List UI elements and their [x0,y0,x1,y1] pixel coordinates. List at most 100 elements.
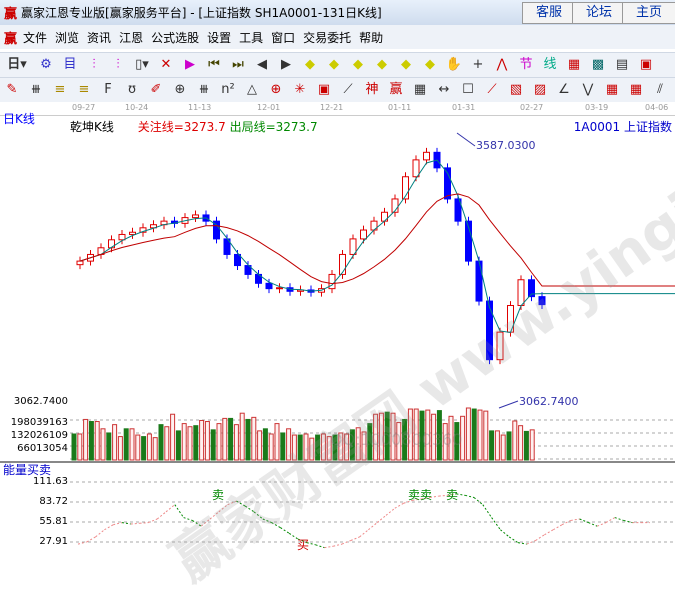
restore-icon[interactable]: ✕ [160,57,172,72]
calculator-icon[interactable]: ▩ [591,57,605,72]
square-grid-icon[interactable]: ▦ [605,82,619,97]
angle2-icon[interactable]: ∠ [558,82,570,97]
square-grid2-icon[interactable]: ▦ [629,82,643,97]
energy-segment [121,522,131,525]
period-dropdown[interactable]: 日▾ [7,57,27,72]
candle [412,155,420,182]
forum-button[interactable]: 论坛 [572,2,626,24]
section-icon[interactable]: 节 [519,57,533,72]
sell-signal: 卖 [212,488,225,502]
calendar-icon[interactable]: ▦ [567,57,581,72]
line-icon[interactable]: ⋀ [496,57,508,72]
angle-icon[interactable]: ⟋ [343,82,353,97]
flag-icon[interactable]: ▶ [185,57,195,72]
triangle-icon[interactable]: △ [247,82,257,97]
star-icon[interactable]: ✳ [294,82,306,97]
menu-news[interactable]: 资讯 [87,30,112,45]
spiral-icon[interactable]: ʊ [127,82,137,97]
volume-bar [378,412,384,461]
square-icon[interactable]: ▣ [317,82,331,97]
volume-bar [228,417,234,461]
gann-grid-icon[interactable]: ▨ [533,82,547,97]
energy-segment [544,529,554,536]
home-button[interactable]: 主页 [622,2,675,24]
gann-box-icon[interactable]: ▧ [509,82,523,97]
menu-browse[interactable]: 浏览 [55,30,80,45]
doc-icon[interactable]: ▤ [615,57,629,72]
zoom-out-icon[interactable]: ◆ [377,57,387,72]
indicator3-icon[interactable]: ⫶ [92,57,96,72]
energy-segment [227,500,237,506]
fan-icon[interactable]: ⟋ [487,82,497,97]
volume-axis-label: 198039163 [10,417,68,428]
volume-bar [83,418,89,461]
candle [97,243,105,259]
menu-trade[interactable]: 交易委托 [303,30,352,45]
box-icon[interactable]: ☐ [462,82,474,97]
measure-icon[interactable]: ↔ [438,82,450,97]
info-icon[interactable]: 目 [63,57,77,72]
save-icon[interactable]: ▣ [639,57,653,72]
crosshair-icon[interactable]: + [472,57,484,72]
buy-signal: 买 [297,538,310,552]
chart-canvas[interactable] [0,0,675,557]
gold2-icon[interactable]: ≡ [78,82,90,97]
menu-tools[interactable]: 工具 [239,30,264,45]
hand-icon[interactable]: ✋ [445,57,463,72]
volume-bar [222,417,228,461]
table-icon[interactable]: ▦ [413,82,427,97]
energy-segment [104,524,114,531]
kline-icon[interactable]: ⚙ [40,57,52,72]
menu-settings[interactable]: 设置 [207,30,232,45]
menu-window[interactable]: 窗口 [271,30,296,45]
zoom-left-icon[interactable]: ◆ [305,57,315,72]
zoom-right-icon[interactable]: ◆ [329,57,339,72]
period-label: 日K线 [3,112,35,126]
energy-segment [394,502,404,509]
brush-icon[interactable]: ✐ [150,82,162,97]
ying-icon[interactable]: 赢 [389,82,403,97]
energy-segment [605,517,616,524]
candle [160,216,168,230]
shen-icon[interactable]: 神 [365,82,379,97]
energy-segment [456,493,466,496]
candle [475,256,483,306]
pen-icon[interactable]: ✎ [6,82,18,97]
menu-formula[interactable]: 公式选股 [151,30,200,45]
service-button[interactable]: 客服 [522,2,576,24]
menu-gann[interactable]: 江恩 [119,30,144,45]
parallel-icon[interactable]: ⧻ [30,82,42,97]
candle [360,225,367,244]
sell-signal: 卖卖 [408,488,433,502]
zoom-in-icon[interactable]: ◆ [353,57,363,72]
channel-icon[interactable]: ⫽ [657,82,663,97]
last-icon[interactable]: ⏭ [232,57,244,72]
first-icon[interactable]: ⏮ [208,57,220,72]
energy-segment [623,519,633,524]
draw-line-icon[interactable]: 线 [543,57,557,72]
grid-icon[interactable]: ⧻ [198,82,210,97]
fib-icon[interactable]: F [104,82,112,97]
volume-bar [274,423,280,461]
wave-icon[interactable]: ⋁ [582,82,594,97]
menu-help[interactable]: 帮助 [359,30,384,45]
zoom-up-icon[interactable]: ◆ [401,57,411,72]
circle-icon[interactable]: ⊕ [174,82,186,97]
gold-icon[interactable]: ≡ [54,82,66,97]
volume-bar [71,433,77,461]
energy-segment [297,538,307,544]
date-tick: 09-27 [72,103,96,112]
volume-bar [210,429,216,461]
right-icon[interactable]: ▶ [281,57,291,72]
menu-file[interactable]: 文件 [23,30,48,45]
candle [339,250,346,279]
indicator9-icon[interactable]: ⫶ [116,57,120,72]
candle [465,216,472,266]
volume-bar [315,434,321,461]
energy-segment [236,500,246,507]
left-icon[interactable]: ◀ [257,57,267,72]
n2-icon[interactable]: n² [221,82,235,97]
target-icon[interactable]: ⊕ [270,82,282,97]
candle-dropdown[interactable]: ▯▾ [135,57,149,72]
zoom-down-icon[interactable]: ◆ [425,57,435,72]
